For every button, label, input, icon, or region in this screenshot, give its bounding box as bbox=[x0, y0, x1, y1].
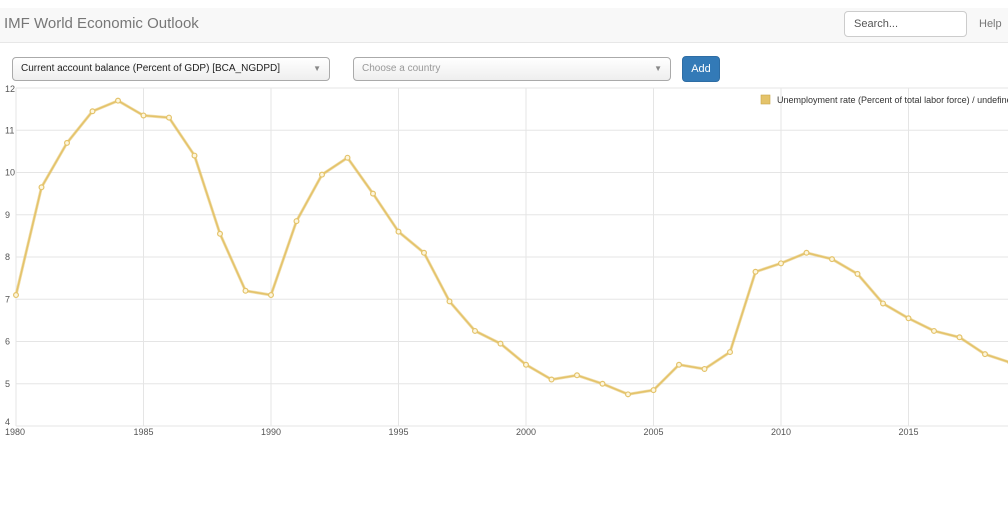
data-point bbox=[675, 361, 682, 368]
data-point bbox=[166, 114, 173, 121]
data-point bbox=[446, 298, 453, 305]
data-point bbox=[191, 152, 198, 159]
data-point bbox=[726, 349, 733, 356]
data-point bbox=[319, 171, 326, 178]
help-link[interactable]: Help bbox=[979, 18, 1002, 30]
data-point bbox=[344, 154, 351, 161]
add-button[interactable]: Add bbox=[682, 56, 720, 82]
data-point bbox=[522, 361, 529, 368]
data-point bbox=[89, 108, 96, 115]
data-point bbox=[370, 190, 377, 197]
data-point bbox=[140, 112, 147, 119]
data-point bbox=[879, 300, 886, 307]
indicator-select-value: Current account balance (Percent of GDP)… bbox=[21, 63, 280, 74]
indicator-select[interactable]: Current account balance (Percent of GDP)… bbox=[12, 57, 330, 81]
data-point bbox=[217, 230, 224, 237]
data-point bbox=[548, 376, 555, 383]
data-point bbox=[573, 372, 580, 379]
x-tick-label: 2005 bbox=[643, 427, 663, 437]
country-select-placeholder: Choose a country bbox=[362, 63, 441, 74]
data-point bbox=[701, 365, 708, 372]
search-input[interactable] bbox=[844, 11, 967, 37]
data-point bbox=[981, 351, 988, 358]
x-tick-label: 1980 bbox=[5, 427, 25, 437]
x-tick-label: 1990 bbox=[261, 427, 281, 437]
data-point bbox=[421, 249, 428, 256]
y-tick-label: 9 bbox=[5, 210, 10, 220]
data-point bbox=[38, 184, 45, 191]
data-point bbox=[752, 268, 759, 275]
y-tick-label: 10 bbox=[5, 168, 15, 178]
legend-swatch bbox=[760, 94, 771, 105]
y-tick-label: 6 bbox=[5, 337, 10, 347]
data-point bbox=[956, 334, 963, 341]
x-tick-label: 1985 bbox=[133, 427, 153, 437]
y-tick-label: 8 bbox=[5, 252, 10, 262]
data-point bbox=[624, 391, 631, 398]
data-point bbox=[114, 97, 121, 104]
y-tick-label: 4 bbox=[5, 417, 10, 427]
navbar: IMF World Economic Outlook Help bbox=[0, 8, 1008, 43]
country-select[interactable]: Choose a country ▼ bbox=[353, 57, 671, 81]
legend-label: Unemployment rate (Percent of total labo… bbox=[777, 95, 1008, 105]
data-point bbox=[395, 228, 402, 235]
y-tick-label: 11 bbox=[5, 125, 14, 135]
data-point bbox=[777, 260, 784, 267]
data-point bbox=[930, 327, 937, 334]
y-tick-label: 12 bbox=[5, 84, 15, 94]
x-tick-label: 1995 bbox=[388, 427, 408, 437]
data-point bbox=[268, 292, 275, 299]
data-point bbox=[650, 387, 657, 394]
data-point bbox=[293, 218, 300, 225]
chevron-down-icon: ▼ bbox=[654, 64, 662, 73]
x-tick-label: 2010 bbox=[771, 427, 791, 437]
chevron-down-icon: ▼ bbox=[313, 64, 321, 73]
data-point bbox=[905, 315, 912, 322]
data-point bbox=[63, 139, 70, 146]
data-point bbox=[854, 270, 861, 277]
y-tick-label: 5 bbox=[5, 379, 10, 389]
y-tick-label: 7 bbox=[5, 294, 10, 304]
data-point bbox=[13, 292, 20, 299]
line-chart: 4 5 6 7 8 9 10 11 12 1980 1985 1990 1995 2000 2005 2010… bbox=[5, 84, 1008, 437]
data-point bbox=[828, 256, 835, 263]
series-line bbox=[15, 99, 1008, 396]
series-line-halo bbox=[14, 99, 1008, 396]
x-tick-label: 2015 bbox=[898, 427, 918, 437]
data-point bbox=[803, 249, 810, 256]
data-point bbox=[242, 287, 249, 294]
data-point bbox=[472, 327, 479, 334]
data-point bbox=[497, 340, 504, 347]
x-tick-label: 2000 bbox=[516, 427, 536, 437]
app-title[interactable]: IMF World Economic Outlook bbox=[4, 15, 199, 32]
data-point bbox=[599, 380, 606, 387]
